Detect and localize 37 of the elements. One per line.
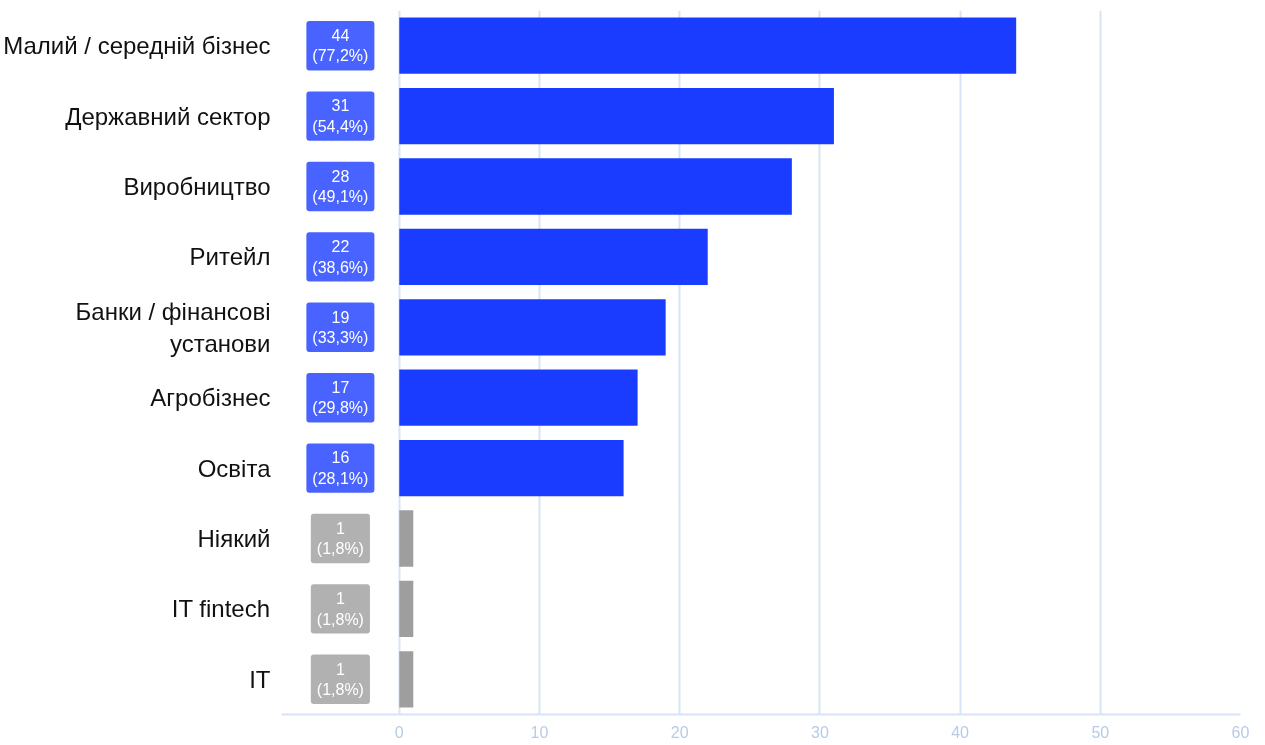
x-tick-label: 30 (810, 723, 829, 741)
y-tick-label: Державний сектор (65, 102, 271, 130)
y-tick-label: Банки / фінансові установи (75, 297, 271, 357)
x-tick-label: 0 (394, 723, 404, 741)
bar (399, 651, 414, 708)
x-tick-label: 10 (530, 723, 549, 741)
data-label: 31 (54,4%) (312, 97, 369, 135)
y-tick-label: IT (249, 665, 271, 693)
bar (399, 439, 624, 497)
x-tick-label: 20 (670, 723, 689, 741)
y-tick-label: Виробництво (123, 173, 271, 200)
data-label: 1 (1,8%) (316, 590, 364, 628)
data-label: 16 (28,1%) (312, 449, 369, 487)
data-label: 1 (1,8%) (316, 660, 364, 698)
x-tick-label: 40 (951, 723, 970, 741)
y-tick-label: Агробізнес (150, 384, 271, 412)
y-tick-label: Ритейл (189, 243, 271, 271)
bar (399, 17, 1017, 74)
data-label: 19 (33,3%) (312, 308, 369, 346)
data-label: 17 (29,8%) (312, 379, 369, 417)
y-tick-label: Малий / середній бізнес (3, 32, 271, 60)
bar (399, 510, 414, 567)
y-tick-label: Ніякий (197, 525, 271, 552)
bar (399, 580, 414, 638)
bar (399, 369, 638, 426)
x-tick-label: 60 (1231, 723, 1250, 741)
data-label: 22 (38,6%) (312, 238, 369, 276)
bar (399, 228, 708, 286)
bar (399, 158, 792, 215)
data-label: 44 (77,2%) (312, 27, 369, 65)
bar (399, 87, 834, 145)
x-tick-label: 50 (1091, 723, 1110, 741)
y-tick-label: Освіта (197, 454, 272, 482)
y-tick-label: IT fintech (171, 595, 271, 623)
bar (399, 299, 666, 356)
data-label: 1 (1,8%) (316, 519, 364, 558)
data-label: 28 (49,1%) (312, 167, 369, 206)
